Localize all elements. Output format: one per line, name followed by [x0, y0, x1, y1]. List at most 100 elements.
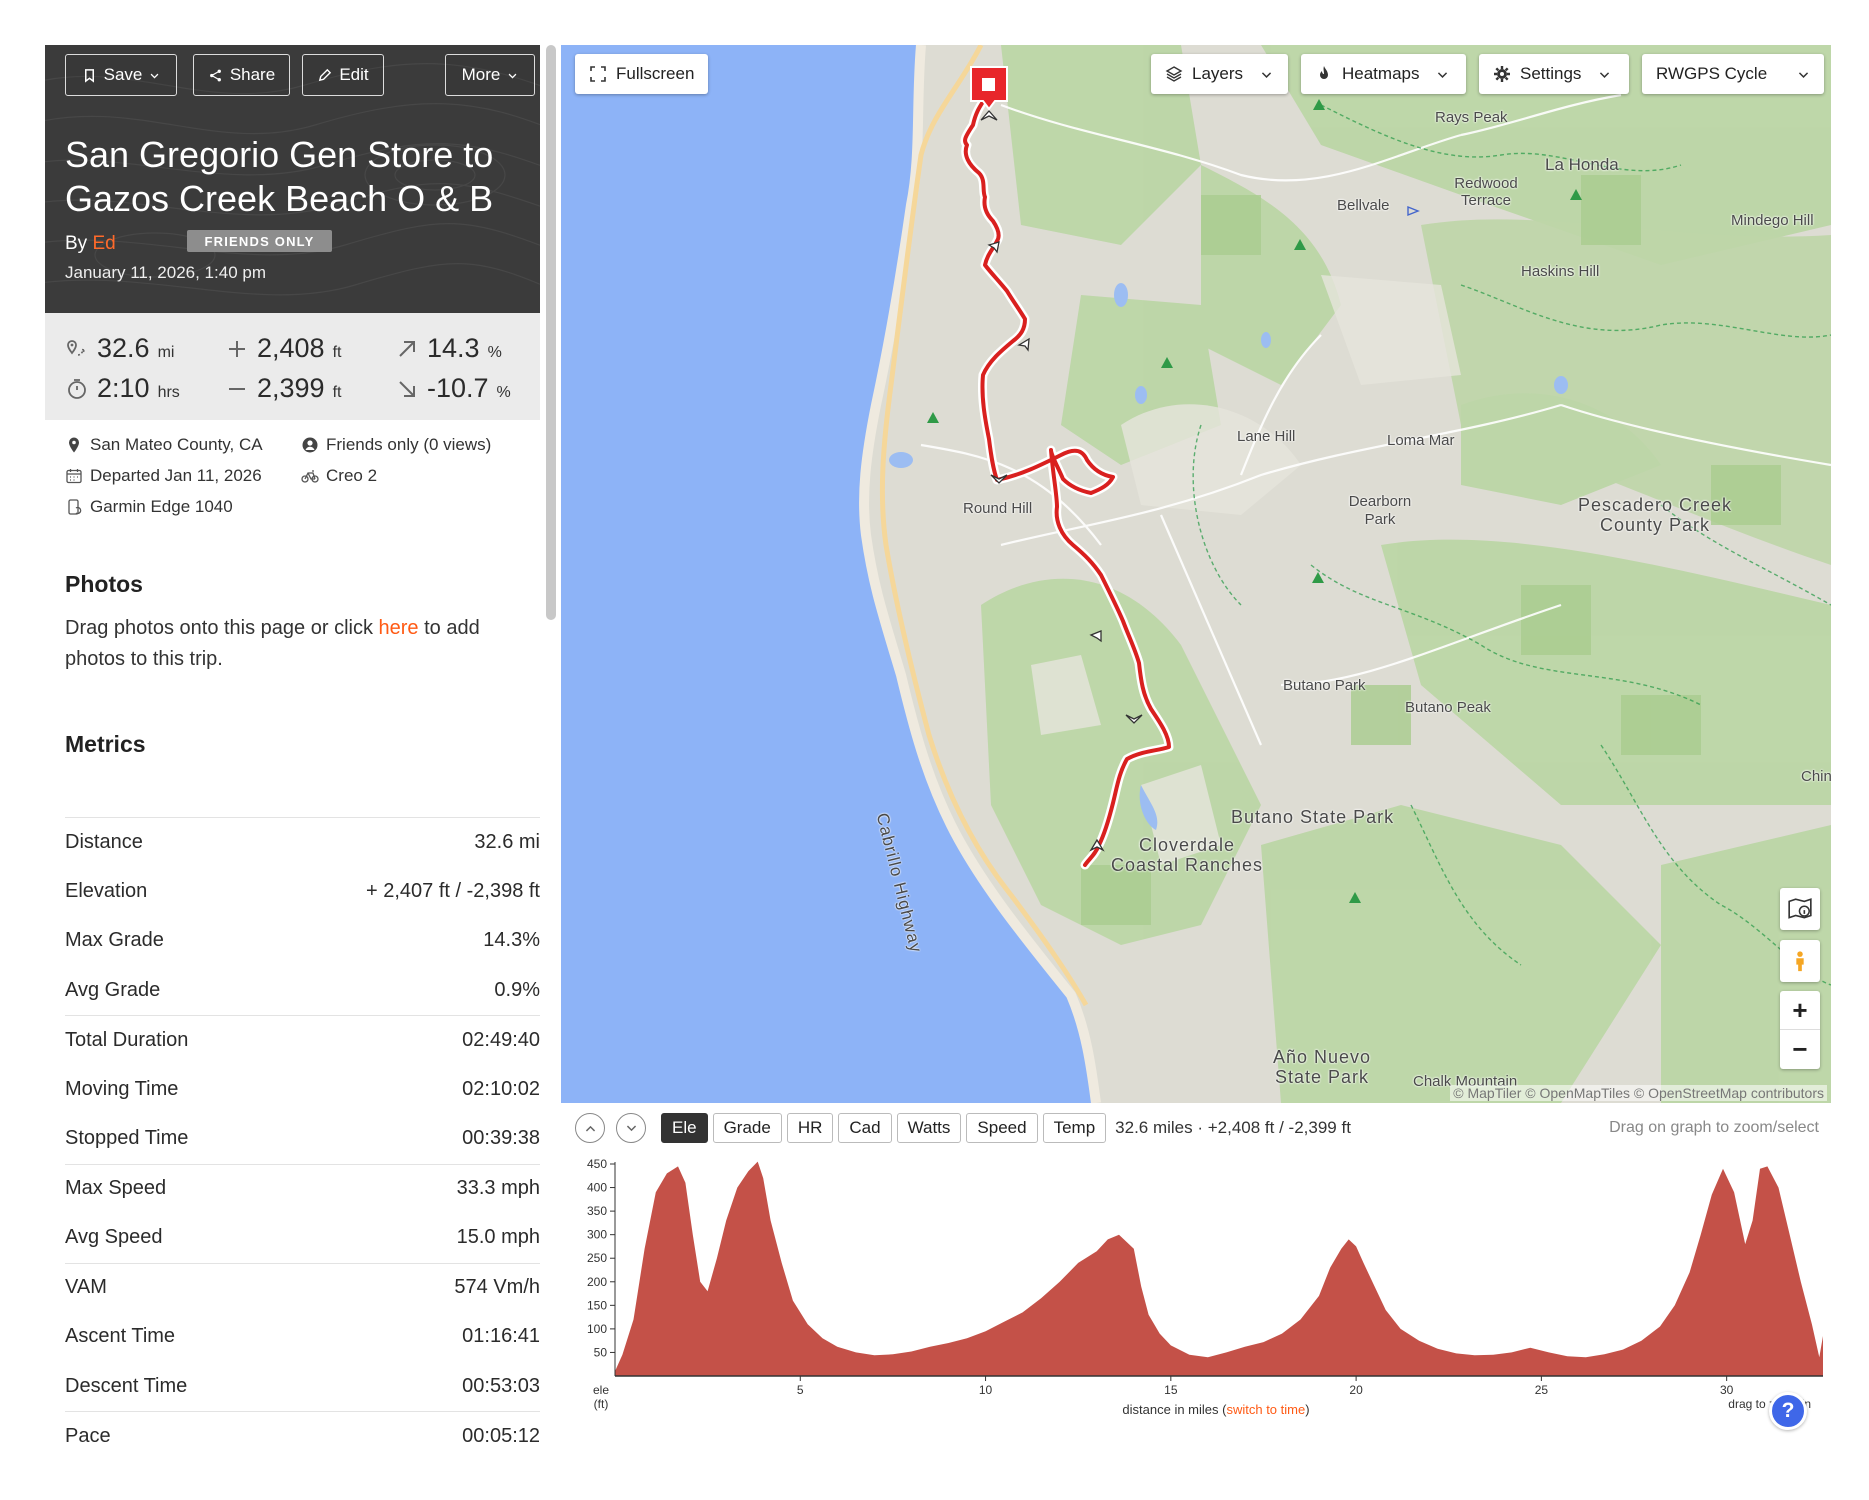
- scrollbar-thumb[interactable]: [546, 45, 556, 620]
- label-la-honda: La Honda: [1545, 155, 1619, 174]
- heatmaps-dropdown[interactable]: Heatmaps: [1301, 54, 1466, 94]
- by-prefix: By: [65, 233, 88, 254]
- map-attribution[interactable]: © MapTiler © OpenMapTiles © OpenStreetMa…: [1450, 1085, 1827, 1101]
- label-bellvale: Bellvale: [1337, 197, 1390, 214]
- metric-value: 574 Vm/h: [454, 1276, 540, 1299]
- metric-row: VAM 574 Vm/h: [65, 1262, 540, 1313]
- gear-icon: [1494, 66, 1510, 82]
- chevron-down-icon: [1261, 71, 1272, 78]
- metric-label: Moving Time: [65, 1077, 179, 1100]
- expand-down-button[interactable]: [616, 1113, 646, 1143]
- zoom-out-button[interactable]: −: [1792, 1034, 1808, 1064]
- fullscreen-button[interactable]: Fullscreen: [575, 54, 709, 94]
- share-button[interactable]: Share: [193, 54, 290, 96]
- metric-value: 0.9%: [494, 978, 540, 1001]
- map-pin-icon: [69, 437, 79, 453]
- drag-hint: Drag on graph to zoom/select: [1609, 1119, 1819, 1136]
- y-tick-label: 400: [587, 1181, 607, 1195]
- elevation-chart[interactable]: 50 100 150 200 250 300 350 400 450 5 10 15 20 25 30 ele…: [561, 1151, 1831, 1465]
- y-tick-label: 300: [587, 1228, 607, 1242]
- route-date: January 11, 2026, 1:40 pm: [65, 263, 266, 282]
- minus-icon: [229, 387, 245, 390]
- x-tick-label: 5: [797, 1383, 804, 1397]
- tab-hr[interactable]: HR: [786, 1113, 834, 1143]
- chevron-down-icon: [150, 73, 159, 78]
- chevron-down-icon: [1798, 71, 1809, 78]
- more-button[interactable]: More: [445, 54, 535, 96]
- label-ano-nuevo: Año Nuevo State Park: [1272, 1047, 1372, 1087]
- plus-icon: [229, 340, 245, 357]
- x-axis-label-text: distance in miles (: [1122, 1402, 1227, 1417]
- metric-label: Pace: [65, 1424, 111, 1447]
- metric-row: Total Duration 02:49:40: [65, 1015, 540, 1065]
- metric-row: Moving Time 02:10:02: [65, 1065, 540, 1115]
- save-button[interactable]: Save: [65, 54, 177, 96]
- tab-temp[interactable]: Temp: [1042, 1113, 1107, 1143]
- metric-value: 01:16:41: [462, 1325, 540, 1348]
- tab-grade[interactable]: Grade: [712, 1113, 782, 1143]
- photos-heading: Photos: [65, 571, 143, 597]
- metric-row: Pace 00:05:12: [65, 1411, 540, 1461]
- stat-gain-unit: ft: [332, 344, 342, 361]
- y-tick-label: 100: [587, 1322, 607, 1336]
- metric-value: 02:10:02: [462, 1077, 540, 1100]
- stat-elevation-loss: 2,399 ft: [225, 373, 341, 404]
- left-panel-scrollbar[interactable]: [544, 45, 556, 625]
- map-legend-button[interactable]: [1780, 888, 1820, 930]
- label-round-hill: Round Hill: [963, 500, 1033, 517]
- y-tick-label: 250: [587, 1251, 607, 1265]
- elevation-panel: Ele Grade HR Cad Watts Speed Temp 32.6 miles ·…: [561, 1103, 1831, 1465]
- y-tick-label: 350: [587, 1204, 607, 1218]
- street-view-button[interactable]: [1780, 940, 1820, 982]
- basemap-dropdown[interactable]: RWGPS Cycle: [1642, 54, 1824, 94]
- tab-ele[interactable]: Ele: [661, 1113, 708, 1143]
- metric-tabs: Ele Grade HR Cad Watts Speed Temp: [661, 1113, 1107, 1143]
- metric-value: 00:39:38: [462, 1127, 540, 1150]
- gps-device-icon: [68, 499, 82, 515]
- stat-min-grade-value: -10.7: [427, 373, 489, 403]
- label-pescadero-creek: Pescadero Creek County Park: [1577, 495, 1733, 535]
- help-button[interactable]: ?: [1769, 1392, 1807, 1430]
- map-canvas[interactable]: [561, 45, 1831, 1103]
- x-tick-label: 15: [1164, 1383, 1178, 1397]
- label-butano-park: Butano Park: [1283, 677, 1366, 694]
- zoom-controls: + −: [1780, 991, 1820, 1069]
- add-photos-link[interactable]: here: [378, 617, 419, 639]
- stat-duration-value: 2:10: [97, 373, 150, 403]
- metric-row: Distance 32.6 mi: [65, 817, 540, 867]
- label-rays-peak: Rays Peak: [1435, 109, 1508, 126]
- settings-dropdown[interactable]: Settings: [1479, 54, 1629, 94]
- metric-value: 33.3 mph: [456, 1177, 540, 1200]
- zoom-in-button[interactable]: +: [1780, 991, 1820, 1030]
- route-map[interactable]: Rays Peak La Honda Bellvale Redwood Terr…: [561, 45, 1831, 1103]
- photos-text-before: Drag photos onto this page or click: [65, 617, 379, 639]
- arrow-down-right-icon: [399, 380, 415, 397]
- label-chin: Chin: [1801, 768, 1831, 785]
- stat-distance-value: 32.6: [97, 333, 150, 363]
- collapse-up-button[interactable]: [575, 1113, 605, 1143]
- info-location: San Mateo County, CA: [65, 435, 263, 455]
- tab-speed[interactable]: Speed: [966, 1113, 1038, 1143]
- y-tick-label: 150: [587, 1298, 607, 1312]
- tab-cad[interactable]: Cad: [838, 1113, 892, 1143]
- stat-max-grade: 14.3 %: [395, 333, 502, 364]
- metric-value: 00:05:12: [462, 1424, 540, 1447]
- y-tick-label: 200: [587, 1275, 607, 1289]
- layers-dropdown[interactable]: Layers: [1151, 54, 1288, 94]
- x-tick-label: 25: [1535, 1383, 1549, 1397]
- metric-row: Max Speed 33.3 mph: [65, 1163, 540, 1214]
- layers-icon: [1165, 66, 1183, 82]
- visibility-badge: FRIENDS ONLY: [187, 230, 332, 252]
- author-link[interactable]: Ed: [92, 233, 116, 254]
- elevation-area: [615, 1161, 1823, 1376]
- tab-watts[interactable]: Watts: [896, 1113, 962, 1143]
- edit-button[interactable]: Edit: [302, 54, 384, 96]
- x-tick-label: 30: [1720, 1383, 1734, 1397]
- metric-value: 15.0 mph: [456, 1226, 540, 1249]
- arrow-up-right-icon: [399, 340, 415, 357]
- stat-gain-value: 2,408: [257, 333, 325, 363]
- switch-to-time-link[interactable]: switch to time: [1226, 1402, 1305, 1417]
- metric-label: Max Speed: [65, 1177, 167, 1200]
- x-axis-label-text: ): [1305, 1402, 1309, 1417]
- metric-value: + 2,407 ft / -2,398 ft: [365, 879, 540, 902]
